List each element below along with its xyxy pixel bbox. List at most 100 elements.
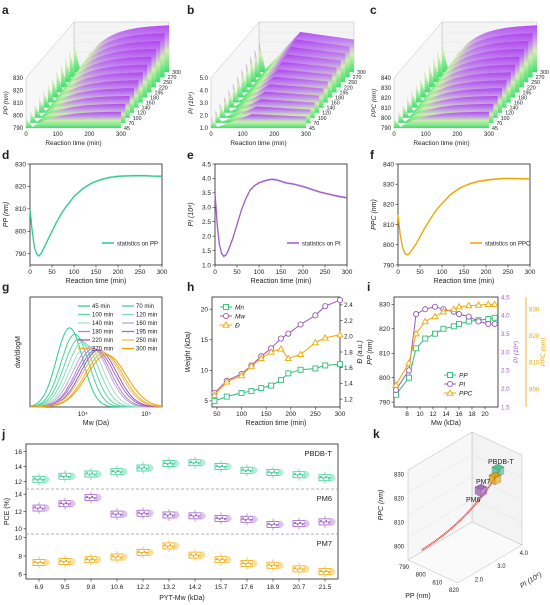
depth-tick-label: 180 bbox=[518, 95, 527, 101]
y-tick-label: 800 bbox=[13, 114, 24, 120]
series-label: PM6 bbox=[466, 497, 481, 504]
panel-k: k PBDB-T PM7 PM6 790 800 810 820 PP (nm) 2.0 3.0 4.… bbox=[373, 427, 543, 600]
y-axis-label: PCE (%) bbox=[4, 498, 11, 525]
data-point bbox=[39, 560, 42, 563]
y-axis-label: PPC (nm) bbox=[378, 490, 385, 521]
depth-tick-label: 300 bbox=[357, 70, 366, 76]
data-point bbox=[223, 518, 226, 521]
legend-label: 270 min bbox=[92, 347, 113, 353]
z-axis-label: PI (10⁴) bbox=[519, 571, 543, 590]
marker-square bbox=[447, 372, 453, 378]
data-point bbox=[171, 463, 174, 466]
marker-triangle bbox=[336, 330, 344, 338]
violin bbox=[123, 467, 128, 476]
depth-tick-label: 220 bbox=[344, 85, 353, 91]
panel-label: a bbox=[2, 3, 9, 17]
x-tick-label: 100 bbox=[421, 132, 432, 138]
y-tick-label-right: 2.0 bbox=[501, 386, 510, 393]
data-point bbox=[299, 521, 302, 524]
group-label: PM7 bbox=[317, 539, 332, 548]
series-line bbox=[214, 363, 341, 402]
data-point bbox=[169, 513, 172, 515]
data-point bbox=[221, 557, 224, 560]
x-tick-label: 200 bbox=[269, 132, 280, 138]
data-point bbox=[275, 524, 278, 527]
y-tick-label: 2.5 bbox=[202, 219, 211, 226]
y-tick-label-right: 2.2 bbox=[344, 318, 353, 325]
y-tick-label: 14 bbox=[15, 464, 23, 471]
data-point bbox=[190, 553, 192, 556]
marker-circle bbox=[297, 321, 304, 328]
violin bbox=[123, 509, 128, 519]
x-tick-label: 250 bbox=[503, 269, 514, 276]
data-point bbox=[192, 515, 195, 518]
marker-triangle bbox=[277, 344, 285, 352]
x-tick-label: 150 bbox=[261, 411, 272, 418]
marker-square bbox=[450, 323, 457, 330]
z-tick-label: 3.0 bbox=[497, 564, 506, 570]
marker-square bbox=[277, 377, 284, 384]
legend-label: 45 min bbox=[92, 304, 110, 310]
y-axis-label-right: Đ (a.u.) bbox=[357, 340, 364, 363]
marker-triangle bbox=[405, 359, 413, 366]
violin bbox=[331, 567, 336, 576]
depth-tick-label: 70 bbox=[313, 121, 319, 127]
y-tick-label-right: 2.4 bbox=[344, 302, 353, 309]
pm6-marker bbox=[480, 486, 488, 498]
x-tick-label: 14.2 bbox=[189, 584, 202, 591]
series-label: PM7 bbox=[476, 479, 491, 486]
data-point bbox=[192, 462, 195, 465]
x-tick-label: 100 bbox=[53, 132, 64, 138]
y-tick-label: 790 bbox=[15, 251, 26, 258]
data-point bbox=[91, 557, 94, 560]
data-point bbox=[143, 466, 146, 468]
x-tick-label: 13.2 bbox=[163, 584, 176, 591]
series-line bbox=[397, 177, 531, 256]
legend-label: statistics on PP bbox=[117, 241, 158, 247]
distribution-curve bbox=[30, 354, 163, 408]
data-point bbox=[91, 495, 94, 498]
violin bbox=[97, 469, 102, 479]
marker-square bbox=[432, 330, 438, 337]
series-label: PBDB-T bbox=[488, 459, 514, 466]
data-point bbox=[138, 550, 140, 553]
marker-circle bbox=[422, 306, 429, 313]
data-point bbox=[171, 515, 174, 517]
violin bbox=[227, 555, 232, 564]
y-tick-label: 810 bbox=[15, 206, 26, 213]
x-tick-label: 12 bbox=[429, 411, 437, 418]
marker-circle bbox=[392, 386, 400, 393]
marker-triangle bbox=[237, 371, 246, 379]
panel-b: b 1.0 2.0 3.0 4.0 5.0 0 100 200 300 Reaction time … bbox=[187, 3, 366, 147]
data-point bbox=[34, 560, 36, 563]
y-axis-label-right2: PPC (nm) bbox=[540, 338, 547, 367]
x-tick-label: 0 bbox=[28, 269, 32, 276]
y-tick-label-right: 3.5 bbox=[501, 331, 510, 338]
y-tick-label: 1.0 bbox=[202, 262, 211, 269]
depth-tick-label: 160 bbox=[146, 101, 155, 107]
marker-square bbox=[248, 388, 255, 395]
legend-label: 300 min bbox=[136, 347, 157, 353]
data-point bbox=[93, 474, 96, 476]
y-tick-label-right: 3.0 bbox=[501, 349, 510, 356]
y-tick-label: 4.5 bbox=[202, 161, 211, 168]
y-axis-label-right: PI (10⁴) bbox=[513, 341, 520, 363]
data-point bbox=[164, 461, 166, 464]
violin bbox=[331, 517, 336, 527]
y-tick-label: 1.0 bbox=[200, 126, 209, 132]
panel-label: b bbox=[187, 3, 194, 17]
x-tick-label: 0 bbox=[396, 269, 400, 276]
legend-label: statistics on PI bbox=[302, 241, 341, 247]
data-point bbox=[140, 513, 143, 516]
data-point bbox=[166, 463, 169, 466]
data-point bbox=[327, 477, 330, 480]
y-tick-label: 790 bbox=[13, 126, 24, 132]
area-slice bbox=[211, 114, 306, 128]
violin bbox=[123, 552, 128, 562]
x-tick-label: 18 bbox=[468, 411, 476, 418]
marker-triangle bbox=[222, 377, 231, 385]
x-tick-label: 10 bbox=[416, 411, 424, 418]
y-tick-label: 800 bbox=[15, 229, 26, 236]
grid-line bbox=[471, 499, 523, 523]
